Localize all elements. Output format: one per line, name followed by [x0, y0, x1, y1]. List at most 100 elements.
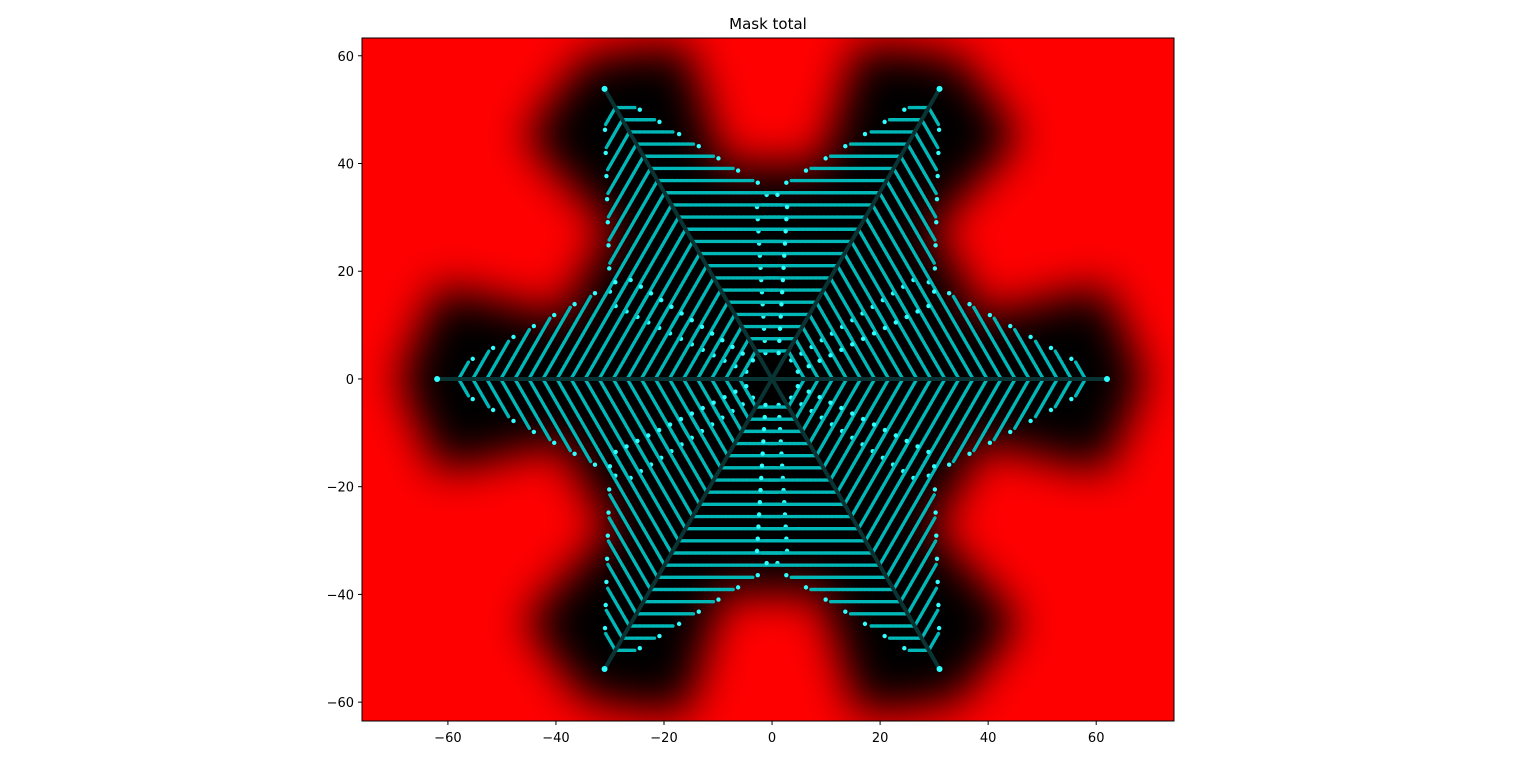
- branch-tip: [783, 229, 787, 233]
- arm-tip: [434, 376, 440, 382]
- branch-tip: [532, 324, 536, 328]
- y-tick-label: 40: [337, 158, 354, 173]
- branch-tip: [604, 603, 608, 607]
- branch-tip: [850, 411, 854, 415]
- branch-tip: [701, 406, 705, 410]
- branch-tip: [780, 290, 784, 294]
- branch-tip: [883, 428, 887, 432]
- branch-tip: [716, 597, 720, 601]
- branch-tip: [722, 395, 726, 399]
- branch-tip: [604, 151, 608, 155]
- branch-tip: [760, 464, 764, 468]
- branch-tip: [937, 128, 941, 132]
- branch-tip: [736, 585, 740, 589]
- x-tick-label: −20: [650, 731, 677, 746]
- branch-tip: [872, 422, 876, 426]
- branch-tip: [677, 622, 681, 626]
- branch-tip: [804, 168, 808, 172]
- branch-tip: [967, 452, 971, 456]
- branch-tip: [758, 488, 762, 492]
- branch-tip: [757, 512, 761, 516]
- branch-tip: [511, 335, 515, 339]
- branch-tip: [657, 634, 661, 638]
- x-tick-label: 40: [980, 731, 997, 746]
- branch-tip: [935, 197, 939, 201]
- branch-tip: [606, 220, 610, 224]
- branch-tip: [756, 524, 760, 528]
- branch-tip: [606, 533, 610, 537]
- branch-tip: [646, 433, 650, 437]
- arm-tip: [1104, 376, 1110, 382]
- branch-tip: [932, 464, 936, 468]
- branch-tip: [603, 128, 607, 132]
- branch-tip: [471, 357, 475, 361]
- branch-tip: [915, 444, 919, 448]
- branch-tip: [904, 315, 908, 319]
- branch-tip: [828, 400, 832, 404]
- branch-tip: [783, 241, 787, 245]
- branch-tip: [935, 174, 939, 178]
- branch-tip: [690, 411, 694, 415]
- branch-tip: [764, 561, 768, 565]
- branch-tip: [613, 280, 617, 284]
- branch-tip: [755, 549, 759, 553]
- branch-tip: [988, 313, 992, 317]
- branch-tip: [604, 174, 608, 178]
- branch-tip: [763, 415, 767, 419]
- branch-tip: [603, 626, 607, 630]
- branch-tip: [1028, 419, 1032, 423]
- branch-tip: [624, 444, 628, 448]
- branch-tip: [937, 626, 941, 630]
- branch-tip: [638, 108, 642, 112]
- branch-tip: [778, 326, 782, 330]
- branch-tip: [843, 610, 847, 614]
- branch-tip: [933, 243, 937, 247]
- branch-tip: [904, 439, 908, 443]
- branch-tip: [935, 557, 939, 561]
- branch-tip: [677, 132, 681, 136]
- branch-tip: [760, 451, 764, 455]
- branch-tip: [710, 331, 714, 335]
- branch-tip: [804, 585, 808, 589]
- branch-tip: [784, 181, 788, 185]
- branch-tip: [716, 156, 720, 160]
- branch-tip: [758, 500, 762, 504]
- branch-tip: [756, 537, 760, 541]
- y-tick-label: −40: [327, 588, 354, 603]
- branch-tip: [926, 304, 930, 308]
- arm-tip: [602, 666, 608, 672]
- branch-tip: [828, 353, 832, 357]
- branch-tip: [639, 284, 643, 288]
- branch-tip: [926, 450, 930, 454]
- branch-tip: [669, 305, 673, 309]
- arm-tip: [937, 666, 943, 672]
- branch-tip: [607, 487, 611, 491]
- branch-tip: [933, 487, 937, 491]
- branch-tip: [532, 430, 536, 434]
- branch-tip: [697, 144, 701, 148]
- branch-tip: [933, 510, 937, 514]
- branch-tip: [1069, 357, 1073, 361]
- branch-tip: [638, 646, 642, 650]
- branch-tip: [807, 390, 811, 394]
- branch-tip: [607, 266, 611, 270]
- branch-tip: [850, 342, 854, 346]
- branch-tip: [947, 291, 951, 295]
- y-tick-label: −60: [327, 696, 354, 711]
- branch-tip: [744, 384, 748, 388]
- branch-tip: [679, 417, 683, 421]
- branch-tip: [756, 181, 760, 185]
- branch-tip: [628, 278, 632, 282]
- branch-tip: [894, 433, 898, 437]
- branch-tip: [736, 168, 740, 172]
- branch-tip: [593, 291, 597, 295]
- image: [362, 38, 1174, 721]
- branch-tip: [751, 358, 755, 362]
- branch-tip: [572, 452, 576, 456]
- branch-tip: [935, 580, 939, 584]
- branch-tip: [1008, 324, 1012, 328]
- branch-tip: [902, 646, 906, 650]
- branch-tip: [883, 326, 887, 330]
- branch-tip: [882, 120, 886, 124]
- branch-tip: [863, 132, 867, 136]
